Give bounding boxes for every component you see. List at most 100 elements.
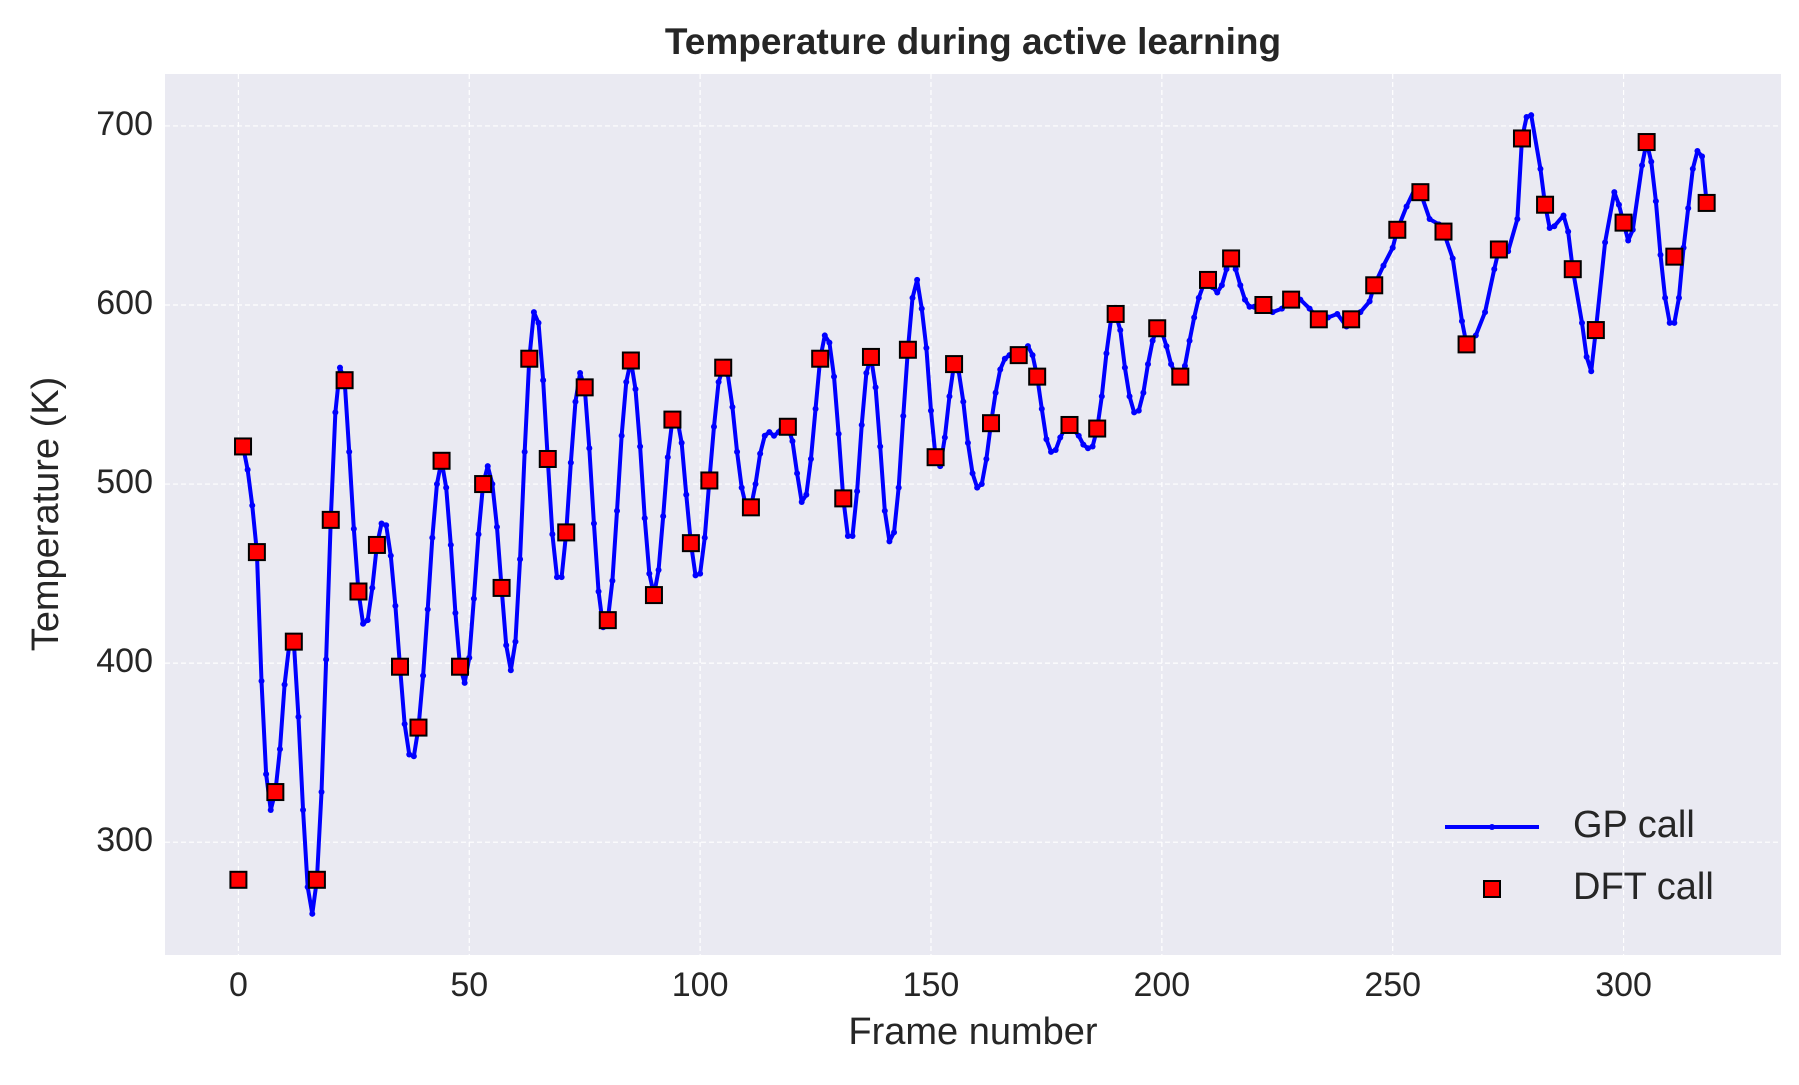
dft-point bbox=[1489, 240, 1508, 259]
gp-point bbox=[1246, 303, 1253, 310]
gp-point bbox=[383, 522, 390, 529]
gp-point bbox=[567, 459, 574, 466]
gp-point bbox=[1163, 343, 1170, 350]
dft-point bbox=[284, 632, 303, 651]
gp-point bbox=[429, 534, 436, 541]
gp-point bbox=[1602, 239, 1609, 246]
dft-point bbox=[714, 358, 733, 377]
gp-point bbox=[683, 491, 690, 498]
gp-point bbox=[771, 432, 778, 439]
gp-point bbox=[1403, 203, 1410, 210]
gp-point bbox=[512, 638, 519, 645]
gp-point bbox=[1048, 448, 1055, 455]
dft-point bbox=[778, 417, 797, 436]
legend-label: DFT call bbox=[1573, 866, 1714, 908]
gp-point bbox=[1089, 443, 1096, 450]
gp-point bbox=[891, 529, 898, 536]
gp-point bbox=[249, 502, 256, 509]
dft-point bbox=[307, 870, 326, 889]
dft-point bbox=[247, 543, 266, 562]
gp-point bbox=[323, 656, 330, 663]
gp-point bbox=[1052, 447, 1059, 454]
gp-point bbox=[387, 552, 394, 559]
gp-point bbox=[757, 450, 764, 457]
gp-point bbox=[863, 370, 870, 377]
gp-point bbox=[1075, 432, 1082, 439]
gp-point bbox=[646, 570, 653, 577]
gp-point bbox=[886, 538, 893, 545]
dft-point bbox=[811, 349, 830, 368]
dft-point bbox=[898, 340, 917, 359]
gp-point bbox=[1662, 294, 1669, 301]
x-tick-label: 50 bbox=[450, 966, 488, 1004]
gp-point bbox=[300, 806, 307, 813]
dft-point bbox=[266, 783, 285, 802]
gp-point bbox=[517, 556, 524, 563]
gp-point bbox=[964, 439, 971, 446]
gp-point bbox=[1611, 189, 1618, 196]
x-tick-label: 150 bbox=[903, 966, 960, 1004]
gp-point bbox=[789, 438, 796, 445]
gp-point bbox=[1625, 237, 1632, 244]
gp-point bbox=[997, 366, 1004, 373]
gp-point bbox=[1588, 368, 1595, 375]
gp-point bbox=[1537, 165, 1544, 172]
gp-point bbox=[470, 595, 477, 602]
gp-point bbox=[1615, 201, 1622, 208]
gp-point bbox=[738, 484, 745, 491]
legend-marker bbox=[1483, 880, 1501, 898]
gp-point bbox=[1195, 294, 1202, 301]
gp-point bbox=[1241, 296, 1248, 303]
gp-point bbox=[572, 398, 579, 405]
gp-point bbox=[1191, 314, 1198, 321]
gp-point bbox=[360, 620, 367, 627]
gp-point bbox=[701, 534, 708, 541]
dft-point bbox=[1637, 133, 1656, 152]
dft-point bbox=[520, 349, 539, 368]
legend-label: GP call bbox=[1573, 804, 1695, 846]
gp-point bbox=[1223, 266, 1230, 273]
gp-point bbox=[1579, 319, 1586, 326]
gp-point bbox=[309, 910, 316, 917]
dft-point bbox=[557, 523, 576, 542]
gp-point bbox=[826, 339, 833, 346]
gp-point bbox=[1546, 224, 1553, 231]
gp-point bbox=[974, 484, 981, 491]
chart-title: Temperature during active learning bbox=[665, 21, 1281, 62]
gp-point bbox=[692, 572, 699, 579]
gp-point bbox=[618, 432, 625, 439]
gp-point bbox=[1528, 112, 1535, 119]
gp-point bbox=[678, 439, 685, 446]
gp-point bbox=[1038, 405, 1045, 412]
gp-point bbox=[1648, 158, 1655, 165]
dft-point bbox=[229, 870, 248, 889]
gp-point bbox=[697, 570, 704, 577]
gp-point bbox=[1237, 282, 1244, 289]
gp-point bbox=[978, 481, 985, 488]
gp-point bbox=[410, 753, 417, 760]
gp-point bbox=[1514, 216, 1521, 223]
legend: GP call DFT call bbox=[1445, 804, 1714, 908]
gp-point bbox=[715, 378, 722, 385]
gp-point bbox=[1181, 362, 1188, 369]
dft-point bbox=[321, 510, 340, 529]
y-tick-label: 300 bbox=[96, 821, 153, 859]
dft-point bbox=[945, 355, 964, 374]
gp-point bbox=[350, 525, 357, 532]
gp-point bbox=[420, 672, 427, 679]
dft-point bbox=[234, 437, 253, 456]
x-tick-label: 300 bbox=[1595, 966, 1652, 1004]
y-tick-label: 500 bbox=[96, 463, 153, 501]
dft-point bbox=[538, 449, 557, 468]
gp-point bbox=[1639, 162, 1646, 169]
dft-point bbox=[409, 718, 428, 737]
dft-point bbox=[1434, 222, 1453, 241]
gp-point bbox=[346, 448, 353, 455]
dft-point bbox=[1222, 249, 1241, 268]
gp-point bbox=[263, 771, 270, 778]
gp-point bbox=[1214, 289, 1221, 296]
gp-point bbox=[1334, 310, 1341, 317]
dft-point bbox=[1388, 220, 1407, 239]
gp-point bbox=[854, 488, 861, 495]
